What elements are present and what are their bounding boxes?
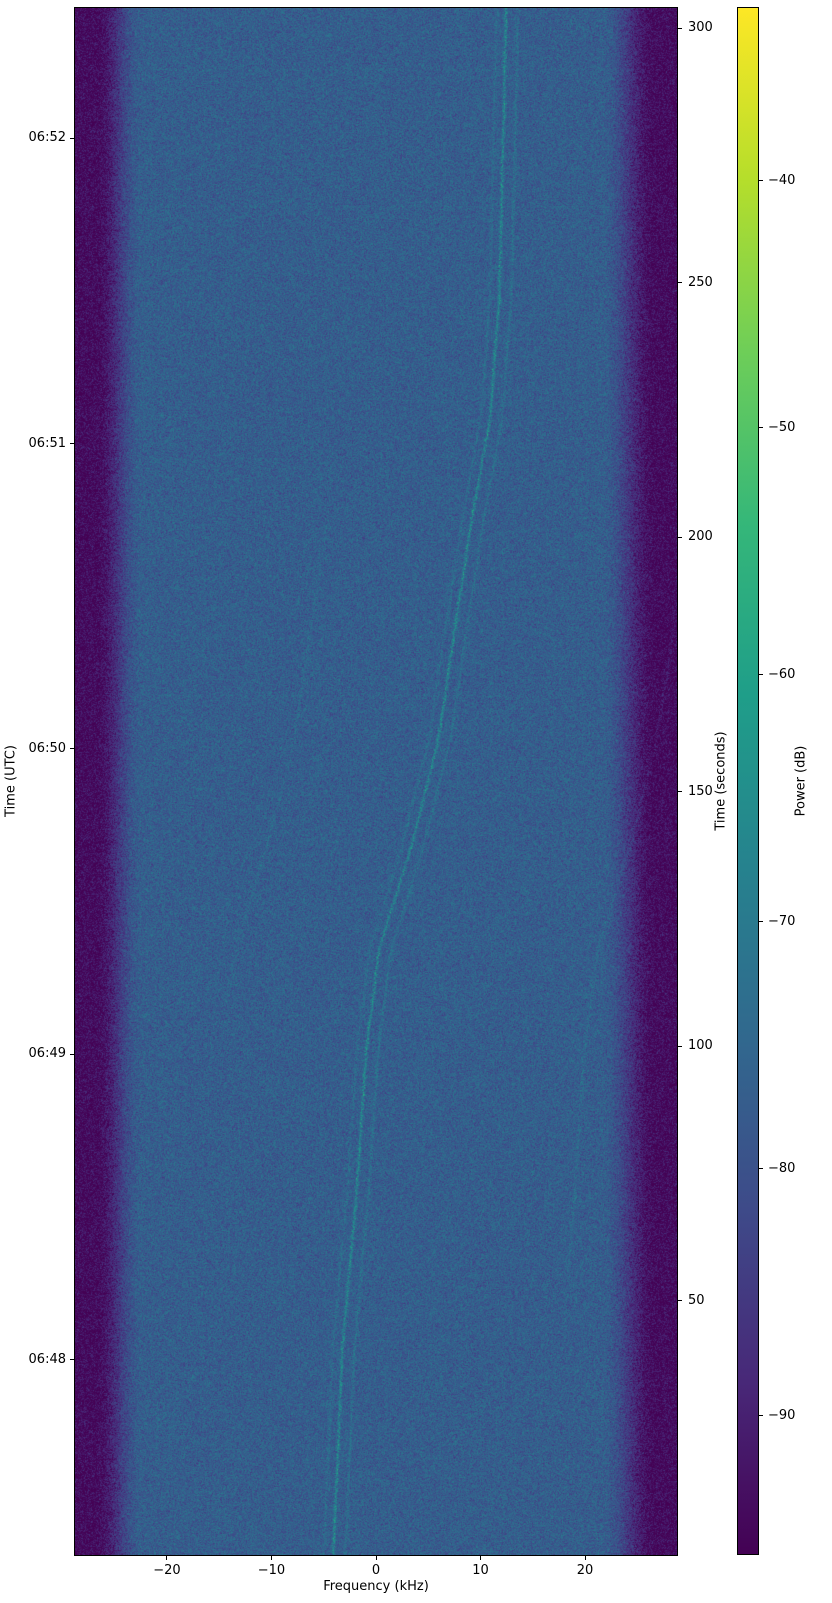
colorbar-tick-mark (759, 674, 763, 676)
seconds-tick-mark (678, 282, 682, 284)
seconds-tick-mark (678, 1300, 682, 1302)
x-tick-label: −10 (257, 1563, 286, 1578)
plot-area (74, 7, 678, 1556)
seconds-tick-label: 50 (688, 1292, 705, 1308)
colorbar-tick-label: −70 (768, 913, 796, 929)
x-tick-mark (375, 1556, 377, 1560)
colorbar-tick-label: −60 (768, 666, 796, 682)
utc-tick-label: 06:52 (28, 130, 66, 146)
colorbar-tick-mark (759, 1415, 763, 1417)
seconds-tick-mark (678, 27, 682, 29)
utc-tick-mark (70, 137, 74, 139)
colorbar-tick-label: −80 (768, 1160, 796, 1176)
utc-tick-label: 06:51 (28, 435, 66, 451)
colorbar-tick-mark (759, 1168, 763, 1170)
utc-tick-mark (70, 748, 74, 750)
colorbar-tick-label: −40 (768, 172, 796, 188)
colorbar-tick-label: −90 (768, 1407, 796, 1423)
right-y-axis-label: Time (seconds) (713, 731, 729, 831)
colorbar (737, 7, 759, 1555)
left-y-axis-label: Time (UTC) (3, 745, 19, 817)
seconds-tick-mark (678, 536, 682, 538)
utc-tick-label: 06:49 (28, 1046, 66, 1062)
x-tick-label: 0 (371, 1563, 381, 1578)
colorbar-tick-label: −50 (768, 419, 796, 435)
seconds-tick-label: 200 (688, 529, 713, 545)
colorbar-tick-mark (759, 427, 763, 429)
x-axis-label: Frequency (kHz) (323, 1579, 429, 1594)
utc-tick-label: 06:50 (28, 740, 66, 756)
x-tick-label: 10 (472, 1563, 489, 1578)
seconds-tick-label: 300 (688, 20, 713, 36)
x-tick-label: 20 (576, 1563, 594, 1578)
utc-tick-label: 06:48 (28, 1351, 66, 1367)
utc-tick-mark (70, 1359, 74, 1361)
x-tick-mark (480, 1556, 481, 1560)
colorbar-gradient (738, 8, 758, 1554)
seconds-tick-label: 100 (688, 1038, 713, 1054)
utc-tick-mark (70, 443, 74, 445)
colorbar-tick-mark (759, 921, 763, 923)
colorbar-label: Power (dB) (793, 745, 809, 817)
colorbar-tick-mark (759, 180, 763, 182)
seconds-tick-label: 150 (688, 783, 713, 799)
utc-tick-mark (70, 1053, 74, 1055)
x-tick-mark (584, 1556, 586, 1560)
x-tick-mark (270, 1556, 272, 1560)
x-tick-mark (166, 1556, 168, 1560)
seconds-tick-mark (678, 791, 682, 793)
seconds-tick-label: 250 (688, 274, 713, 290)
spectrogram-heatmap (75, 8, 677, 1555)
x-tick-label: −20 (153, 1563, 181, 1578)
seconds-tick-mark (678, 1045, 682, 1047)
